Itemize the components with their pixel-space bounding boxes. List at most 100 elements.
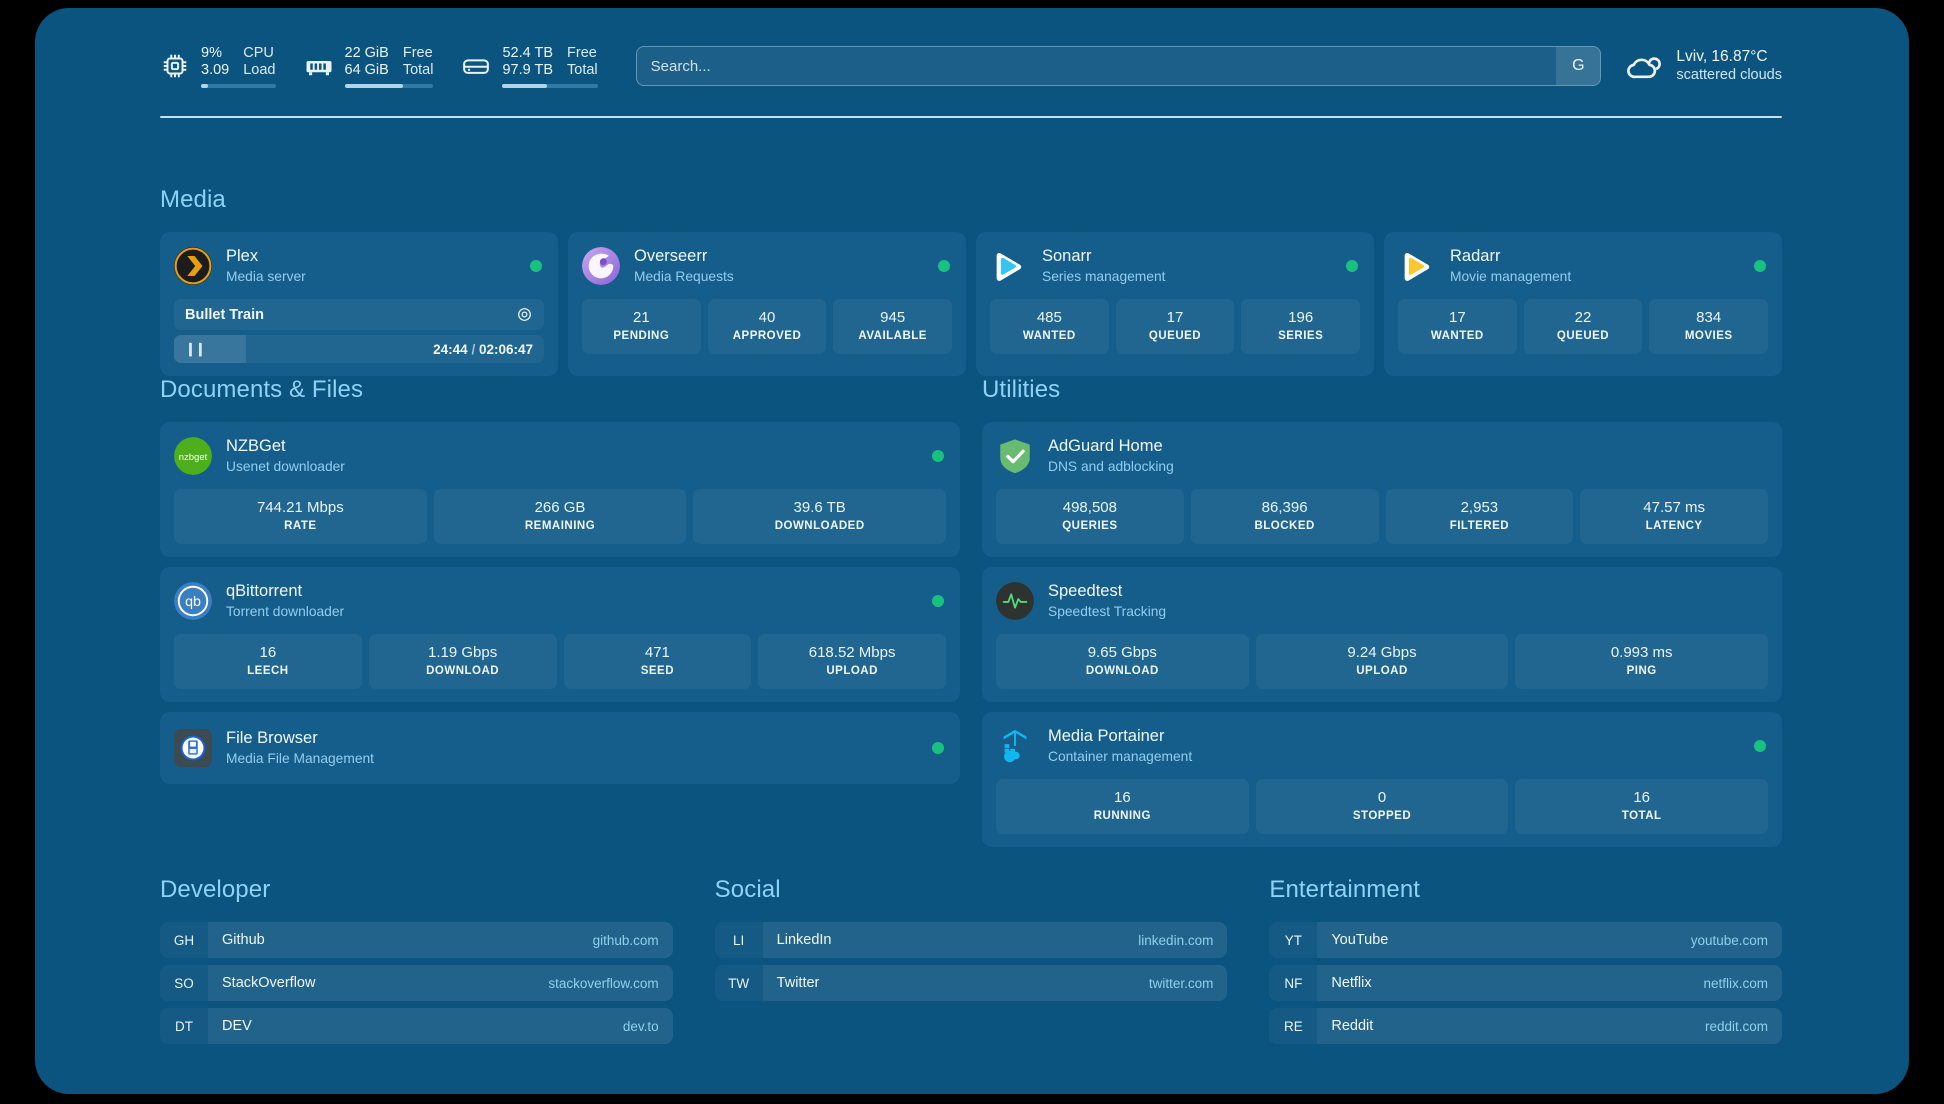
card-title: Overseerr: [634, 247, 708, 265]
stat-value: 47.57 ms: [1643, 499, 1705, 516]
documents-section-title: Documents & Files: [160, 376, 364, 403]
bookmark-tag: GH: [160, 922, 208, 958]
card-radarr[interactable]: Radarr Movie management 17 WANTED 22 QUE…: [1384, 232, 1782, 376]
portainer-icon: [996, 727, 1034, 765]
bookmark-url: stackoverflow.com: [548, 975, 659, 991]
card-speedtest[interactable]: Speedtest Speedtest Tracking 9.65 Gbps D…: [982, 567, 1782, 702]
media-section: Media Plex Media server: [160, 186, 1782, 376]
bookmark-url: twitter.com: [1148, 975, 1214, 991]
stat-label: QUEUED: [1556, 330, 1610, 342]
elapsed-time: 24:44: [433, 341, 468, 357]
bookmark-item[interactable]: RE Reddit reddit.com: [1269, 1008, 1783, 1044]
bookmark-name: Github: [222, 932, 265, 948]
dashboard-window: 9% 3.09 CPU Load: [35, 8, 1909, 1094]
card-nzbget[interactable]: nzbget NZBGet Usenet downloader 744.21 M…: [160, 422, 960, 557]
stat-value: 40: [758, 309, 776, 326]
memory-widget[interactable]: 22 GiB 64 GiB Free Total: [304, 45, 434, 88]
cloud-icon: [1623, 46, 1663, 86]
disk-icon: [461, 51, 491, 81]
bookmark-name: LinkedIn: [776, 932, 832, 948]
radarr-icon: [1398, 247, 1436, 285]
stat-cell: 471 SEED: [563, 634, 752, 689]
card-filebrowser[interactable]: File Browser Media File Management: [160, 712, 960, 784]
sonarr-icon: [990, 247, 1028, 285]
stat-cell: 47.57 ms LATENCY: [1580, 489, 1768, 544]
now-playing-progress[interactable]: ❙❙ 24:44 / 02:06:47: [174, 335, 544, 363]
progress-fill: ❙❙: [174, 335, 247, 363]
stat-cell: 40 APPROVED: [707, 299, 827, 354]
card-title: AdGuard Home: [1048, 437, 1163, 455]
bookmark-item[interactable]: TW Twitter twitter.com: [714, 965, 1228, 1001]
disk-label2: Total: [567, 61, 598, 78]
bookmark-item[interactable]: YT YouTube youtube.com: [1269, 922, 1783, 958]
card-title: NZBGet: [226, 437, 286, 455]
pause-icon[interactable]: ❙❙: [185, 341, 206, 356]
status-badge: [932, 595, 944, 607]
card-portainer[interactable]: Media Portainer Container management 16 …: [982, 712, 1782, 847]
now-playing-title-row[interactable]: Bullet Train: [174, 299, 544, 330]
status-badge: [530, 260, 542, 272]
stat-label: LEECH: [247, 665, 289, 677]
bookmark-group-entertainment: Entertainment YT YouTube youtube.com NF …: [1269, 876, 1783, 1051]
stat-value: 17: [1166, 309, 1184, 326]
cpu-load-value: 3.09: [201, 61, 230, 78]
search-input[interactable]: [636, 47, 1557, 85]
bookmark-item[interactable]: SO StackOverflow stackoverflow.com: [160, 965, 673, 1001]
bookmark-item[interactable]: DT DEV dev.to: [160, 1008, 673, 1044]
disk-label: Free: [567, 44, 597, 61]
weather-widget[interactable]: Lviv, 16.87°C scattered clouds: [1623, 46, 1782, 86]
stat-value: 21: [632, 309, 650, 326]
now-playing-title: Bullet Train: [185, 306, 264, 323]
bookmark-url: dev.to: [622, 1018, 659, 1034]
search-engine-button[interactable]: G: [1556, 47, 1601, 85]
card-sonarr[interactable]: Sonarr Series management 485 WANTED 17 Q…: [976, 232, 1374, 376]
stat-cell: 16 LEECH: [174, 634, 362, 689]
stat-label: WANTED: [1430, 330, 1484, 342]
gear-icon[interactable]: [516, 306, 533, 323]
bookmark-item[interactable]: NF Netflix netflix.com: [1269, 965, 1783, 1001]
stat-value: 744.21 Mbps: [256, 499, 344, 516]
card-qbittorrent[interactable]: qb qBittorrent Torrent downloader 16 LEE…: [160, 567, 960, 702]
stat-label: PENDING: [613, 330, 670, 342]
bookmark-tag: TW: [714, 965, 763, 1001]
stat-cell: 21 PENDING: [582, 299, 701, 354]
stat-cell: 9.24 Gbps UPLOAD: [1255, 634, 1509, 689]
bookmark-url: netflix.com: [1703, 975, 1769, 991]
filebrowser-icon: [174, 729, 212, 767]
disk-widget[interactable]: 52.4 TB 97.9 TB Free Total: [461, 44, 598, 88]
stat-cell: 16 RUNNING: [996, 779, 1249, 834]
weather-condition: scattered clouds: [1676, 67, 1782, 83]
card-subtitle: Series management: [1042, 269, 1166, 284]
card-overseerr[interactable]: Overseerr Media Requests 21 PENDING 40 A…: [568, 232, 966, 376]
plex-icon: [174, 247, 212, 285]
cpu-widget[interactable]: 9% 3.09 CPU Load: [160, 45, 276, 88]
stat-label: UPLOAD: [826, 665, 878, 677]
stat-value: 16: [259, 644, 277, 661]
card-plex[interactable]: Plex Media server Bullet Train ❙❙: [160, 232, 558, 376]
stat-value: 16: [1113, 789, 1131, 806]
card-adguard[interactable]: AdGuard Home DNS and adblocking 498,508 …: [982, 422, 1782, 557]
search-bar[interactable]: G: [635, 46, 1602, 86]
bookmark-url: youtube.com: [1690, 932, 1769, 948]
header-divider: [160, 116, 1782, 118]
bookmark-name: StackOverflow: [222, 975, 316, 991]
stat-label: QUEUED: [1148, 330, 1202, 342]
stat-value: 196: [1288, 309, 1314, 326]
status-badge: [932, 450, 944, 462]
stat-cell: 86,396 BLOCKED: [1190, 489, 1379, 544]
card-title: qBittorrent: [226, 582, 303, 600]
stat-cell: 498,508 QUERIES: [996, 489, 1184, 544]
stat-label: QUERIES: [1062, 520, 1118, 532]
bookmark-item[interactable]: LI LinkedIn linkedin.com: [714, 922, 1228, 958]
stat-value: 86,396: [1261, 499, 1308, 516]
bookmark-tag: YT: [1269, 922, 1318, 958]
stat-cell: 17 WANTED: [1398, 299, 1517, 354]
stat-value: 485: [1036, 309, 1062, 326]
bookmarks-area: Developer GH Github github.com SO StackO…: [160, 876, 1783, 1051]
stat-label: WANTED: [1022, 330, 1076, 342]
bookmark-item[interactable]: GH Github github.com: [160, 922, 673, 958]
stat-cell: 22 QUEUED: [1523, 299, 1643, 354]
stat-cell: 266 GB REMAINING: [433, 489, 687, 544]
stat-label: SERIES: [1278, 330, 1324, 342]
nzbget-icon: nzbget: [174, 437, 212, 475]
